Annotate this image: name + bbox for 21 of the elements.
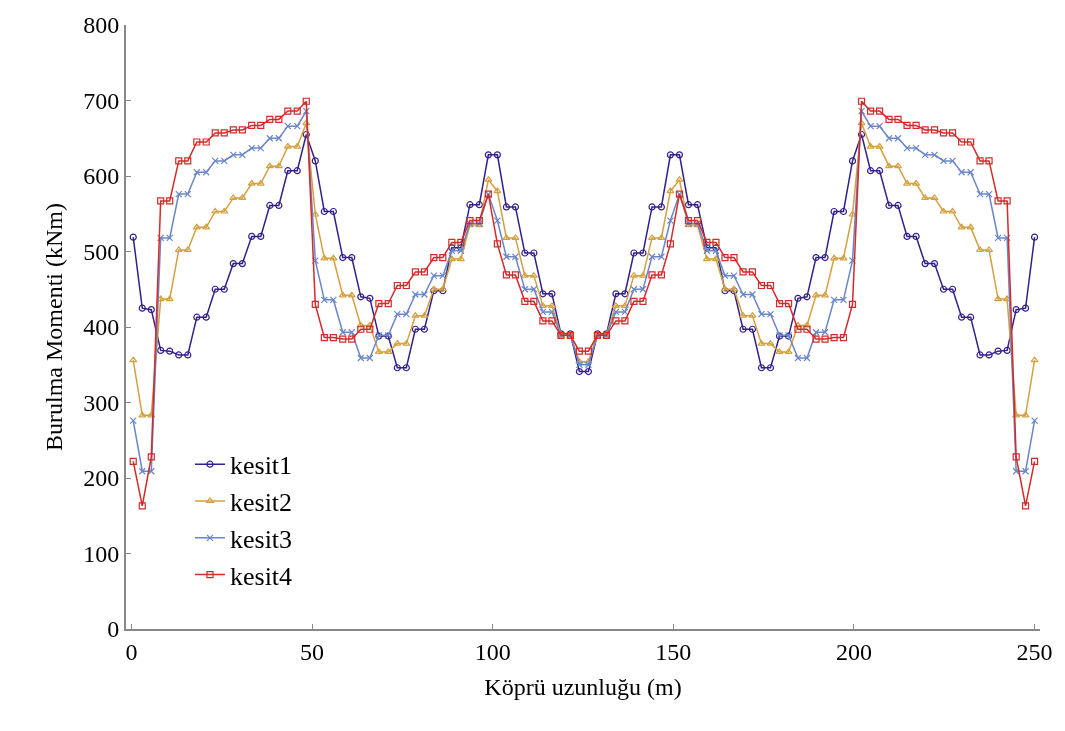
- x-tick-label: 0: [125, 638, 138, 665]
- x-axis-title: Köprü uzunluğu (m): [484, 673, 682, 700]
- y-tick-label: 700: [83, 87, 120, 114]
- legend-label: kesit4: [229, 561, 293, 591]
- y-axis-title: Burulma Momenti (kNm): [40, 203, 67, 451]
- legend-label: kesit2: [229, 488, 293, 518]
- x-tick-label: 250: [1016, 638, 1053, 665]
- y-tick-label: 800: [83, 12, 120, 39]
- y-tick-label: 200: [83, 465, 120, 492]
- y-tick-label: 600: [83, 163, 120, 190]
- x-tick-label: 200: [835, 638, 872, 665]
- y-tick-label: 100: [83, 540, 120, 567]
- x-tick-label: 100: [474, 638, 511, 665]
- x-tick-label: 150: [655, 638, 692, 665]
- legend-label: kesit1: [229, 451, 293, 481]
- y-tick-label: 300: [83, 389, 120, 416]
- legend-label: kesit3: [229, 524, 293, 554]
- x-tick-label: 50: [300, 638, 325, 665]
- y-tick-label: 0: [107, 616, 120, 643]
- y-tick-label: 500: [83, 238, 120, 265]
- y-tick-label: 400: [83, 314, 120, 341]
